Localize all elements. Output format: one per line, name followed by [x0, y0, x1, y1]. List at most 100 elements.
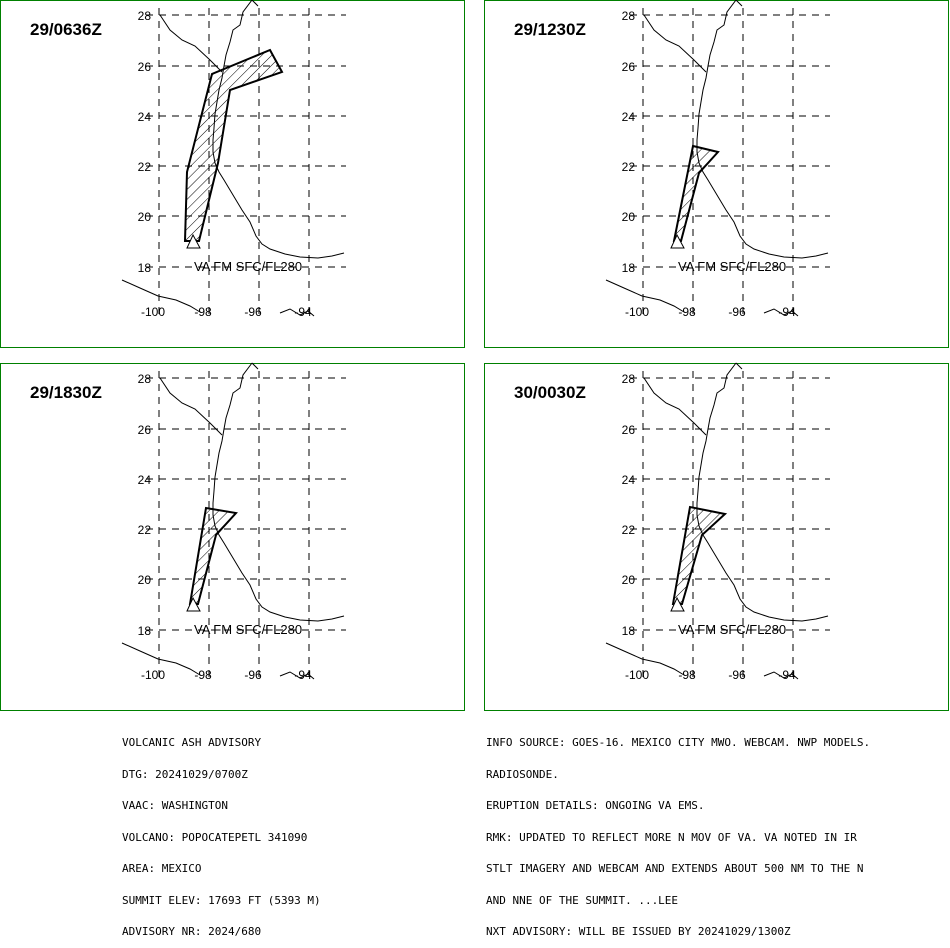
- coastline: [643, 14, 707, 73]
- coastline: [279, 308, 315, 317]
- forecast-time: 30/0030Z: [514, 383, 586, 402]
- panel-frame: [0, 0, 465, 348]
- forecast-panel: 28 26 24 22 20 18 -100 -98 -96 -94 30/0030Z VA FM S…: [484, 362, 949, 711]
- forecast-panel: 28 26 24 22 20 18 -100 -98 -96 -94 29/0636Z VA FM S…: [0, 0, 465, 348]
- ash-layer-label: VA FM SFC/FL280: [678, 622, 786, 637]
- ash-layer-label: VA FM SFC/FL280: [194, 259, 302, 274]
- longitude-label: -98: [194, 668, 212, 682]
- latitude-label: 18: [138, 261, 152, 275]
- longitude-label: -98: [194, 305, 212, 319]
- advisory-line: STLT IMAGERY AND WEBCAM AND EXTENDS ABOU…: [486, 862, 864, 875]
- latitude-label: 26: [138, 423, 152, 437]
- coastline: [121, 642, 201, 676]
- coastline: [121, 279, 201, 313]
- advisory-line: VOLCANIC ASH ADVISORY: [122, 736, 262, 749]
- latitude-label: 24: [138, 473, 152, 487]
- coastline: [159, 14, 223, 73]
- advisory-line: VAAC: WASHINGTON: [122, 799, 228, 812]
- panel-frame: [0, 363, 465, 711]
- forecast-time: 29/1830Z: [30, 383, 102, 402]
- advisory-line: INFO SOURCE: GOES-16. MEXICO CITY MWO. W…: [486, 736, 871, 749]
- coastline: [735, 362, 743, 370]
- latitude-label: 20: [622, 210, 636, 224]
- coastline: [696, 362, 829, 622]
- longitude-label: -94: [778, 305, 796, 319]
- latitude-label: 22: [138, 523, 152, 537]
- advisory-line: AREA: MEXICO: [122, 862, 202, 875]
- coastline: [763, 671, 799, 680]
- longitude-label: -94: [778, 668, 796, 682]
- panel-frame: [484, 0, 949, 348]
- coastline: [696, 0, 829, 259]
- latitude-label: 28: [138, 9, 152, 23]
- advisory-line: VOLCANO: POPOCATEPETL 341090: [122, 830, 308, 844]
- latitude-label: 22: [622, 160, 636, 174]
- advisory-right-block: INFO SOURCE: GOES-16. MEXICO CITY MWO. W…: [486, 717, 870, 948]
- advisory-line: AND NNE OF THE SUMMIT. ...LEE: [486, 893, 679, 907]
- ash-cloud-polygon: [188, 506, 238, 605]
- latitude-label: 26: [138, 60, 152, 74]
- coastline: [251, 0, 259, 7]
- coastline: [735, 0, 743, 7]
- longitude-label: -96: [244, 305, 262, 319]
- latitude-label: 24: [622, 110, 636, 124]
- longitude-label: -98: [678, 305, 696, 319]
- advisory-line: DTG: 20241029/0700Z: [122, 767, 248, 781]
- coastline: [605, 279, 685, 313]
- longitude-label: -100: [625, 668, 649, 682]
- longitude-label: -96: [728, 305, 746, 319]
- advisory-line: SUMMIT ELEV: 17693 FT (5393 M): [122, 893, 321, 907]
- latitude-label: 28: [622, 9, 636, 23]
- forecast-time: 29/1230Z: [514, 20, 586, 39]
- latitude-label: 28: [622, 372, 636, 386]
- latitude-label: 18: [138, 624, 152, 638]
- coastline: [279, 671, 315, 680]
- latitude-label: 20: [138, 210, 152, 224]
- coastline: [212, 0, 345, 259]
- panel-frame: [484, 363, 949, 711]
- forecast-panel: 28 26 24 22 20 18 -100 -98 -96 -94 29/1230Z VA FM S…: [484, 0, 949, 348]
- latitude-label: 24: [138, 110, 152, 124]
- volcano-icon: [186, 596, 201, 612]
- latitude-label: 26: [622, 423, 636, 437]
- latitude-label: 22: [622, 523, 636, 537]
- ash-layer-label: VA FM SFC/FL280: [678, 259, 786, 274]
- coastline: [605, 642, 685, 676]
- ash-cloud-polygon: [671, 505, 728, 605]
- coastline: [251, 362, 259, 370]
- longitude-label: -98: [678, 668, 696, 682]
- latitude-label: 20: [622, 573, 636, 587]
- latitude-label: 28: [138, 372, 152, 386]
- longitude-label: -96: [244, 668, 262, 682]
- volcano-icon: [186, 233, 201, 249]
- coastline: [212, 362, 345, 622]
- coastline: [643, 377, 707, 436]
- longitude-label: -100: [141, 668, 165, 682]
- latitude-label: 20: [138, 573, 152, 587]
- latitude-label: 18: [622, 624, 636, 638]
- latitude-label: 22: [138, 160, 152, 174]
- longitude-label: -100: [625, 305, 649, 319]
- forecast-panel: 28 26 24 22 20 18 -100 -98 -96 -94 29/1830Z VA FM S…: [0, 362, 465, 711]
- advisory-left-block: VOLCANIC ASH ADVISORY DTG: 20241029/0700…: [122, 717, 321, 948]
- longitude-label: -96: [728, 668, 746, 682]
- advisory-line: RADIOSONDE.: [486, 767, 559, 781]
- latitude-label: 18: [622, 261, 636, 275]
- coastline: [763, 308, 799, 317]
- advisory-line: NXT ADVISORY: WILL BE ISSUED BY 20241029…: [486, 925, 791, 938]
- advisory-line: ADVISORY NR: 2024/680: [122, 925, 262, 938]
- advisory-line: RMK: UPDATED TO REFLECT MORE N MOV OF VA…: [486, 830, 857, 844]
- forecast-time: 29/0636Z: [30, 20, 102, 39]
- longitude-label: -100: [141, 305, 165, 319]
- ash-cloud-polygon: [672, 144, 720, 242]
- longitude-label: -94: [294, 305, 312, 319]
- advisory-line: ERUPTION DETAILS: ONGOING VA EMS.: [486, 799, 705, 812]
- latitude-label: 26: [622, 60, 636, 74]
- volcano-icon: [670, 596, 685, 612]
- longitude-label: -94: [294, 668, 312, 682]
- coastline: [159, 377, 223, 436]
- ash-layer-label: VA FM SFC/FL280: [194, 622, 302, 637]
- latitude-label: 24: [622, 473, 636, 487]
- ash-cloud-polygon: [183, 48, 284, 242]
- volcano-icon: [670, 233, 685, 249]
